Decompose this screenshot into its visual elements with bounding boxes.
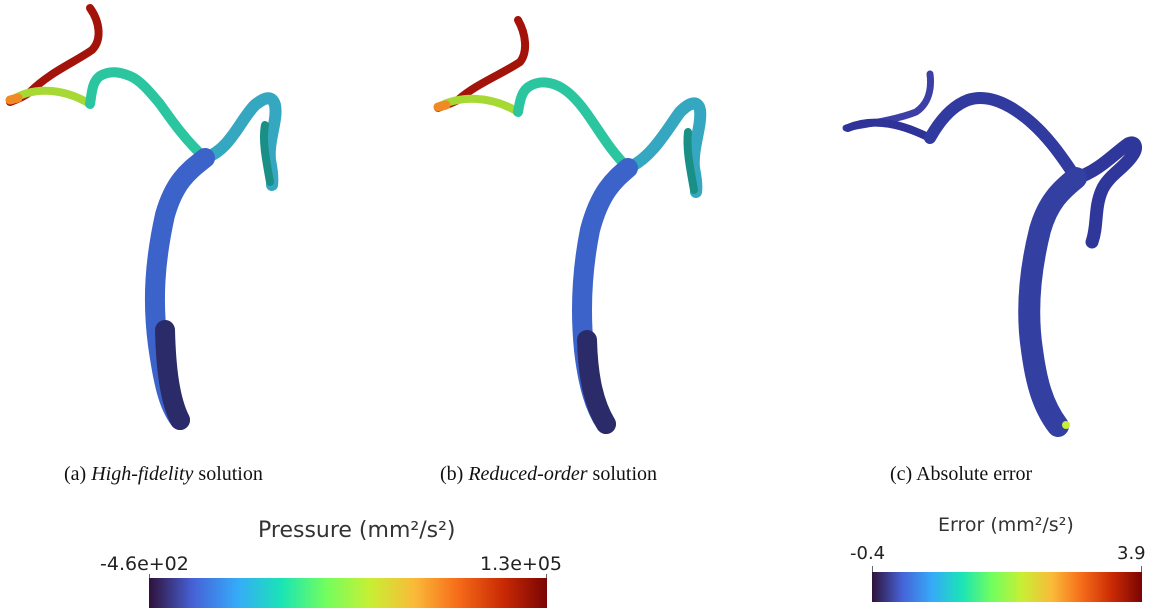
error-colorbar: [872, 572, 1142, 602]
error-colorbar-max: 3.9: [1117, 543, 1146, 564]
pressure-colorbar-max: 1.3e+05: [480, 553, 563, 575]
caption-high-fidelity: (a) High-fidelity solution: [64, 463, 263, 485]
error-colorbar-min: -0.4: [850, 543, 886, 564]
pressure-colorbar-title: Pressure (mm²/s²): [258, 518, 456, 543]
error-colorbar-title: Error (mm²/s²): [938, 514, 1074, 536]
error-tick-left: [872, 566, 873, 574]
pressure-colorbar-min: -4.6e+02: [100, 553, 189, 575]
reduced-order-vessel: [433, 16, 707, 434]
absolute-error-vessel: [842, 70, 1142, 437]
high-fidelity-vessel: [5, 4, 282, 430]
error-tick-right: [1141, 566, 1142, 574]
pressure-colorbar: [149, 578, 547, 608]
caption-reduced-order: (b) Reduced-order solution: [440, 463, 657, 485]
caption-absolute-error: (c) Absolute error: [890, 463, 1033, 485]
